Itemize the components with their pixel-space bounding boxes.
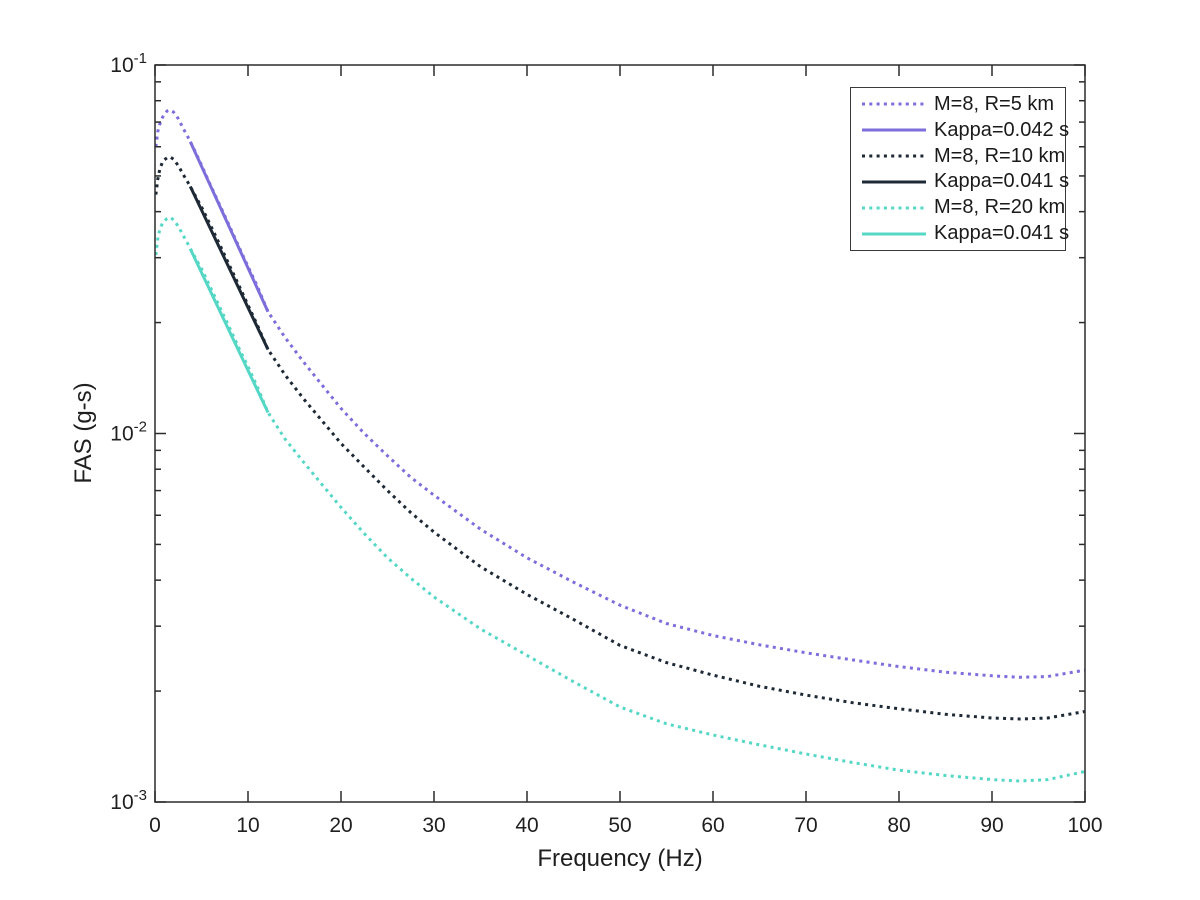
y-tick-label: 10-2	[110, 419, 147, 446]
series-line	[154, 215, 1086, 783]
x-tick-label: 0	[149, 814, 161, 837]
legend-label: Kappa=0.041 s	[934, 222, 1070, 245]
legend-line-sample-icon	[862, 154, 926, 158]
y-tick-label: 10-3	[110, 787, 147, 814]
x-tick-label: 40	[515, 814, 538, 837]
legend-line-sample-icon	[862, 232, 926, 236]
legend-item: Kappa=0.042 s	[851, 118, 1069, 143]
legend-line-sample-icon	[862, 102, 926, 106]
legend-label: M=8, R=10 km	[934, 144, 1066, 167]
legend-item: Kappa=0.041 s	[851, 169, 1069, 194]
legend-item: Kappa=0.041 s	[851, 221, 1069, 246]
series-line	[154, 108, 1086, 679]
legend-item: M=8, R=10 km	[851, 144, 1065, 169]
legend-line-sample-icon	[862, 206, 926, 210]
x-tick-label: 20	[329, 814, 352, 837]
legend-line-sample-icon	[862, 180, 926, 184]
legend-label: Kappa=0.041 s	[934, 170, 1070, 193]
legend-line-sample-icon	[862, 128, 926, 132]
x-tick-label: 50	[608, 814, 631, 837]
y-axis-label: FAS (g-s)	[70, 382, 97, 484]
x-tick-label: 90	[980, 814, 1003, 837]
y-tick-label: 10-1	[110, 50, 147, 77]
series-line	[188, 185, 270, 351]
x-tick-label: 10	[236, 814, 259, 837]
x-tick-label: 30	[422, 814, 445, 837]
x-tick-label: 100	[1067, 814, 1102, 837]
x-axis-label: Frequency (Hz)	[537, 845, 703, 872]
legend-label: Kappa=0.042 s	[934, 118, 1070, 141]
x-tick-label: 70	[794, 814, 817, 837]
legend-label: M=8, R=5 km	[934, 92, 1055, 115]
legend-label: M=8, R=20 km	[934, 196, 1066, 219]
x-tick-label: 80	[887, 814, 910, 837]
legend-item: M=8, R=5 km	[851, 92, 1065, 117]
legend: M=8, R=5 km Kappa=0.042 s M=8, R=10 km K…	[850, 87, 1069, 251]
series-line	[188, 248, 270, 414]
series-line	[188, 141, 270, 313]
legend-item: M=8, R=20 km	[851, 195, 1065, 220]
x-tick-label: 60	[701, 814, 724, 837]
